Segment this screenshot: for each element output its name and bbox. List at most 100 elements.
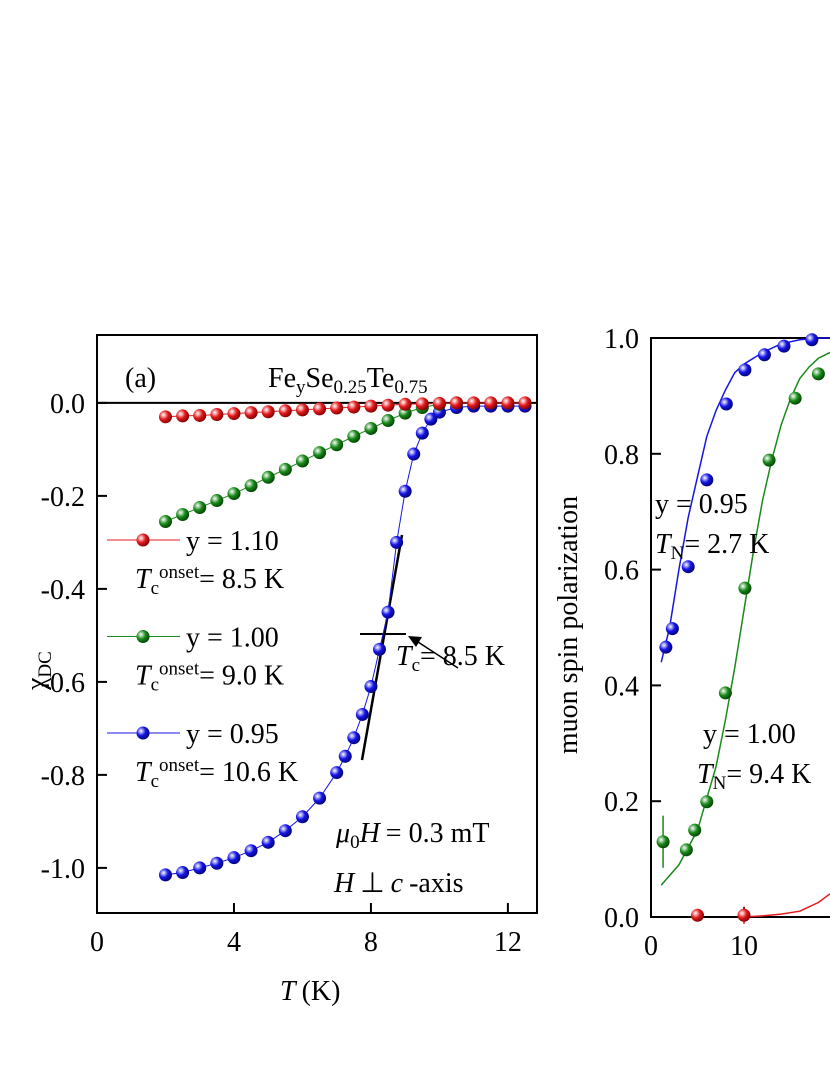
- data-point: [313, 446, 327, 460]
- data-point: [347, 731, 361, 745]
- data-point: [690, 908, 704, 922]
- data-point: [364, 421, 378, 435]
- text-part: T: [280, 976, 298, 1007]
- text-part: 0: [350, 832, 360, 853]
- text-part: onset: [159, 658, 200, 679]
- legend-label: y = 0.95: [186, 719, 279, 750]
- text-part: ⊥: [360, 868, 384, 899]
- data-point: [193, 861, 207, 875]
- text-part: Te: [367, 363, 395, 394]
- data-point: [313, 791, 327, 805]
- data-point: [295, 454, 309, 468]
- y-axis-label: χDC: [21, 651, 56, 691]
- text-part: N: [671, 543, 685, 564]
- data-point: [261, 470, 275, 484]
- fit-line: [743, 893, 830, 918]
- data-point: [210, 408, 224, 422]
- text-part: = 2.7 K: [684, 529, 769, 560]
- panel-label: (a): [125, 363, 156, 394]
- data-point: [364, 399, 378, 413]
- data-point: [355, 707, 369, 721]
- data-point: [757, 348, 771, 362]
- data-point: [688, 823, 702, 837]
- text-part: Se: [306, 363, 334, 394]
- data-point: [398, 484, 412, 498]
- legend-marker: [136, 630, 150, 643]
- text-part: Fe: [268, 363, 296, 394]
- data-point: [227, 851, 241, 865]
- data-point: [484, 396, 498, 410]
- text-part: onset: [159, 755, 200, 776]
- x-axis-label: T (K): [280, 976, 340, 1007]
- series-line: [165, 405, 526, 876]
- text-part: = 8.5 K: [420, 641, 505, 672]
- tc-arrow-head: [408, 636, 422, 647]
- data-point: [518, 396, 532, 410]
- text-part: c: [412, 655, 420, 676]
- series-line: [165, 402, 526, 418]
- y-tick-label: 0.0: [604, 903, 639, 934]
- text-part: = 9.0 K: [199, 661, 284, 692]
- data-point: [193, 501, 207, 515]
- tc-onset-label: Tconset= 9.0 K: [135, 658, 284, 695]
- y-tick-label: -0.4: [41, 575, 85, 606]
- text-part: -axis: [409, 868, 463, 899]
- data-point: [210, 856, 224, 870]
- data-point: [659, 640, 673, 654]
- tc-onset-label: Tconset= 10.6 K: [135, 755, 298, 792]
- text-part: = 9.4 K: [726, 759, 811, 790]
- x-tick-label: 10: [730, 931, 758, 962]
- tc-onset-label: Tconset= 8.5 K: [135, 562, 284, 599]
- legend-marker: [136, 533, 150, 547]
- data-point: [244, 479, 258, 493]
- data-point: [811, 367, 825, 381]
- data-point: [295, 810, 309, 824]
- tc-arrow: [417, 641, 459, 669]
- data-point: [381, 605, 395, 619]
- text-part: χ: [21, 677, 52, 691]
- data-point: [347, 400, 361, 414]
- data-point: [193, 408, 207, 422]
- data-point: [278, 462, 292, 476]
- y-tick-label: -0.6: [41, 668, 85, 699]
- data-point: [719, 397, 733, 411]
- text-part: 0.25: [334, 377, 367, 398]
- data-point: [381, 398, 395, 412]
- y-tick-label: 0.6: [604, 556, 639, 587]
- data-point: [501, 396, 515, 410]
- legend-label: y = 1.10: [186, 526, 279, 557]
- data-point: [415, 426, 429, 440]
- data-point: [313, 402, 327, 416]
- data-point: [681, 560, 695, 574]
- data-point: [665, 622, 679, 636]
- data-point: [700, 795, 714, 809]
- text-part: H: [333, 868, 356, 899]
- fit-line: [660, 337, 830, 663]
- text-part: T: [135, 564, 153, 595]
- y-axis-label: muon spin polarization: [553, 496, 584, 754]
- x-tick-label: 4: [227, 927, 241, 958]
- text-part: y: [296, 377, 306, 398]
- data-point: [244, 406, 258, 420]
- data-point: [700, 473, 714, 487]
- data-point: [176, 507, 190, 521]
- data-point: [330, 401, 344, 415]
- text-part: T: [135, 661, 153, 692]
- text-part: = 0.3 mT: [386, 818, 490, 849]
- data-point: [738, 363, 752, 377]
- text-part: c: [151, 674, 159, 695]
- series-label: y = 1.00: [703, 719, 796, 750]
- text-part: N: [713, 773, 727, 794]
- data-point: [788, 391, 802, 405]
- data-point: [338, 749, 352, 763]
- legend-label: y = 1.00: [186, 623, 279, 654]
- text-part: onset: [159, 562, 200, 583]
- x-tick-label: 0: [90, 927, 104, 958]
- y-tick-label: 0.2: [604, 787, 639, 818]
- data-point: [295, 403, 309, 417]
- data-point: [381, 414, 395, 428]
- x-tick-label: 8: [364, 927, 378, 958]
- text-part: 0.75: [394, 377, 427, 398]
